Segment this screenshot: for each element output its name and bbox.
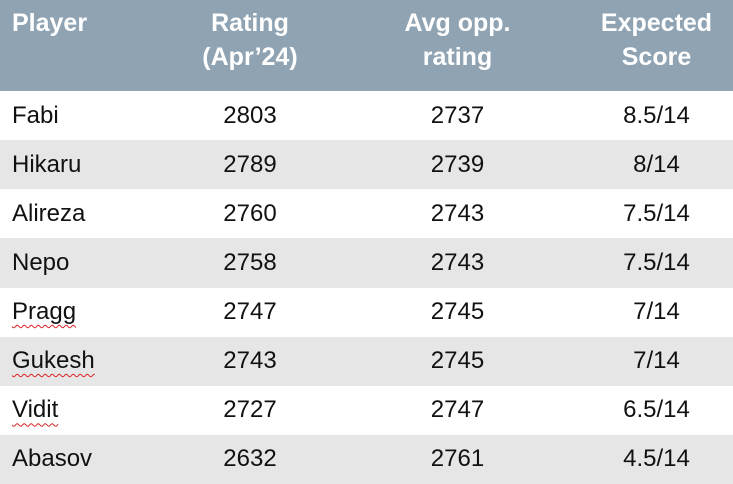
value-cell: 8.5/14	[623, 101, 690, 129]
table-row: Pragg 2747 2745 7/14	[0, 288, 733, 337]
value-cell: 2739	[335, 140, 580, 190]
value-cell: 2745	[335, 336, 580, 386]
table-row: Nepo 2758 2743 7.5/14	[0, 238, 733, 288]
value-cell: 7.5/14	[623, 199, 690, 227]
player-cell: Vidit	[0, 386, 165, 435]
player-cell: Fabi	[0, 91, 165, 140]
header-row: Player Rating (Apr’24) Avg opp. rating Expe…	[0, 0, 733, 91]
value-cell: 2789	[165, 140, 335, 190]
player-cell: Alireza	[0, 189, 165, 238]
value-cell: 2760	[223, 199, 277, 227]
value-cell: 2743	[165, 336, 335, 386]
player-name: Gukesh	[12, 347, 95, 375]
value-cell: 7/14	[580, 336, 733, 386]
player-name: Hikaru	[12, 150, 82, 178]
player-name: Pragg	[12, 298, 77, 326]
value-cell: 2727	[223, 396, 277, 424]
table-row: Abasov 2632 2761 4.5/14	[0, 434, 733, 484]
player-name: Alireza	[12, 199, 86, 227]
player-name: Abasov	[12, 445, 93, 473]
value-cell: 6.5/14	[623, 396, 690, 424]
player-name: Nepo	[12, 248, 70, 276]
player-cell: Hikaru	[0, 140, 165, 190]
value-cell: 7/14	[633, 298, 680, 326]
value-cell: 2761	[335, 434, 580, 484]
player-name: Vidit	[12, 396, 59, 424]
value-cell: 7.5/14	[580, 238, 733, 288]
table-body: Fabi 2803 2737 8.5/14 Hikaru 2789 2739 8/14 Alir…	[0, 91, 733, 484]
table-row: Fabi 2803 2737 8.5/14	[0, 91, 733, 140]
header-cell: Rating (Apr’24)	[165, 0, 335, 91]
value-cell: 2743	[430, 199, 485, 227]
player-cell: Gukesh	[0, 336, 165, 386]
value-cell: 2747	[223, 298, 277, 326]
value-cell: 2745	[430, 298, 485, 326]
player-cell: Pragg	[0, 288, 165, 337]
value-cell: 2803	[223, 101, 277, 129]
table-row: Alireza 2760 2743 7.5/14	[0, 189, 733, 238]
value-cell: 2743	[335, 238, 580, 288]
value-cell: 2758	[165, 238, 335, 288]
header-cell: Expected Score	[580, 0, 733, 91]
value-cell: 2737	[430, 101, 485, 129]
value-cell: 4.5/14	[580, 434, 733, 484]
player-cell: Abasov	[0, 434, 165, 484]
header-cell: Avg opp. rating	[335, 0, 580, 91]
value-cell: 2747	[430, 396, 485, 424]
table-row: Gukesh 2743 2745 7/14	[0, 336, 733, 386]
header-cell: Player	[0, 0, 165, 91]
table-row: Hikaru 2789 2739 8/14	[0, 140, 733, 190]
table-row: Vidit 2727 2747 6.5/14	[0, 386, 733, 435]
player-cell: Nepo	[0, 238, 165, 288]
value-cell: 8/14	[580, 140, 733, 190]
player-name: Fabi	[12, 101, 59, 129]
value-cell: 2632	[165, 434, 335, 484]
